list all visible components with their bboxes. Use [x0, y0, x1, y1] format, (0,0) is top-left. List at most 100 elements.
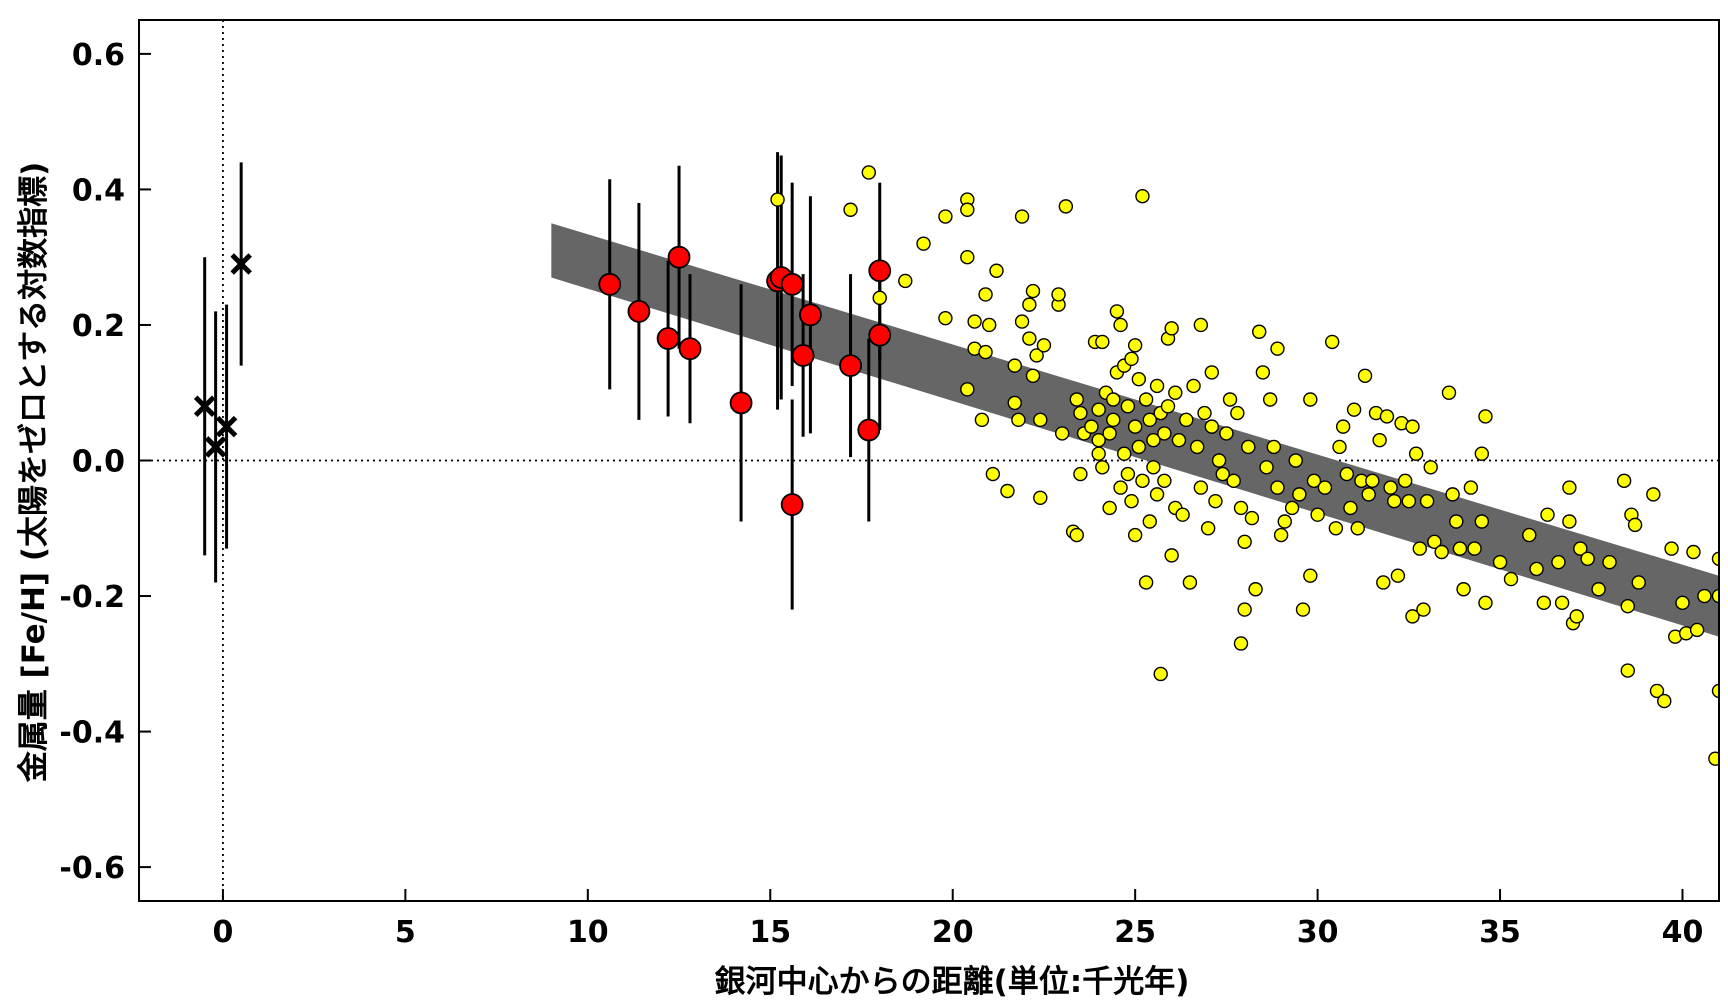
red-data-point	[799, 303, 822, 327]
yellow-data-point	[1277, 514, 1292, 529]
yellow-data-point	[1562, 514, 1577, 529]
yellow-data-point	[1233, 636, 1249, 651]
yellow-data-point	[1102, 426, 1117, 441]
x-tick-label: 15	[749, 915, 791, 950]
yellow-data-point	[1657, 693, 1672, 709]
yellow-data-point	[1127, 419, 1143, 434]
yellow-data-point	[1120, 399, 1136, 414]
red-data-point	[678, 337, 702, 361]
cross-stroke	[230, 253, 252, 275]
yellow-data-point	[1127, 527, 1143, 543]
yellow-data-point	[843, 202, 858, 217]
yellow-data-point	[1135, 188, 1150, 204]
yellow-data-point	[1182, 575, 1198, 590]
yellow-data-point	[1131, 439, 1147, 455]
yellow-data-point	[1292, 487, 1307, 502]
x-tick-label: 25	[1114, 915, 1156, 950]
y-tick-label: -0.4	[59, 716, 125, 751]
y-tick-label: 0.6	[72, 38, 125, 73]
yellow-data-point	[1113, 480, 1128, 495]
yellow-data-point	[1014, 209, 1030, 224]
yellow-data-point	[1241, 439, 1256, 455]
yellow-data-point	[1474, 514, 1490, 529]
yellow-data-point	[1365, 473, 1380, 489]
yellow-data-point	[1058, 199, 1074, 214]
x-tick-label: 40	[1662, 915, 1704, 950]
yellow-data-point	[1011, 412, 1026, 428]
yellow-data-point	[1106, 392, 1121, 407]
yellow-data-point	[1419, 493, 1435, 509]
yellow-data-point	[1142, 412, 1157, 428]
yellow-data-point	[1522, 527, 1537, 543]
x-tick-label: 0	[212, 915, 233, 950]
red-data-point	[839, 354, 862, 378]
x-tick-label: 30	[1297, 915, 1339, 950]
yellow-data-point	[916, 236, 931, 251]
yellow-data-point	[1211, 453, 1227, 468]
yellow-data-point	[1449, 514, 1464, 529]
yellow-data-point	[1157, 426, 1172, 441]
yellow-data-point	[1186, 378, 1201, 394]
yellow-data-point	[1164, 321, 1179, 336]
yellow-data-point	[1248, 582, 1263, 597]
yellow-data-point	[1033, 412, 1048, 428]
yellow-data-point	[1310, 507, 1325, 522]
yellow-data-point	[1200, 521, 1216, 536]
yellow-data-point	[1303, 568, 1318, 583]
cross-marker	[193, 395, 216, 418]
yellow-data-point	[1262, 392, 1278, 407]
yellow-data-point	[1036, 338, 1052, 353]
yellow-data-point	[1350, 521, 1365, 536]
yellow-data-point	[1007, 358, 1022, 373]
yellow-data-point	[1033, 490, 1048, 505]
yellow-data-point	[1233, 500, 1249, 516]
yellow-data-point	[1193, 317, 1209, 333]
yellow-data-point	[1000, 483, 1015, 499]
yellow-data-point	[1387, 493, 1402, 509]
x-axis-label: 銀河中心からの距離(単位:千光年)	[715, 964, 1190, 1000]
yellow-data-point	[1408, 446, 1424, 461]
yellow-data-point	[1335, 419, 1351, 434]
y-tick-label: 0.4	[72, 173, 125, 208]
yellow-data-point	[1339, 466, 1355, 482]
yellow-data-point	[1204, 419, 1219, 434]
x-tick-label: 5	[395, 915, 416, 950]
yellow-data-point	[1616, 473, 1632, 489]
yellow-data-point	[1204, 365, 1219, 380]
yellow-data-point	[1492, 554, 1508, 570]
yellow-data-point	[1113, 317, 1128, 333]
x-tick-label: 35	[1479, 915, 1521, 950]
yellow-data-point	[1252, 324, 1267, 339]
red-data-point	[791, 344, 815, 367]
yellow-data-point	[1445, 487, 1460, 502]
yellow-data-point	[1591, 582, 1606, 597]
yellow-data-point	[978, 287, 993, 302]
yellow-data-point	[1708, 751, 1719, 766]
yellow-data-point	[1379, 409, 1395, 424]
yellow-data-point	[1226, 473, 1241, 489]
red-data-point	[627, 300, 651, 323]
yellow-data-point	[1138, 392, 1154, 407]
yellow-data-point	[1215, 466, 1230, 482]
yellow-data-point	[1208, 493, 1223, 509]
yellow-data-point	[1284, 500, 1300, 516]
yellow-data-point	[967, 314, 982, 329]
yellow-data-point	[1069, 527, 1084, 543]
yellow-data-point	[1171, 432, 1187, 448]
yellow-data-point	[1325, 334, 1340, 350]
y-tick-label: 0.2	[72, 309, 125, 344]
yellow-data-point	[1189, 439, 1205, 455]
yellow-data-point	[1529, 561, 1544, 577]
yellow-data-point	[1711, 683, 1719, 699]
red-data-point	[667, 245, 691, 269]
yellow-data-point	[1237, 602, 1252, 617]
yellow-data-point	[1120, 466, 1136, 482]
yellow-data-point	[1357, 368, 1373, 383]
cross-stroke	[193, 395, 216, 418]
yellow-data-point	[1131, 371, 1147, 387]
yellow-data-point	[1697, 588, 1712, 604]
y-tick-label: -0.6	[59, 851, 125, 886]
yellow-data-point	[1416, 602, 1431, 617]
yellow-data-point	[1135, 473, 1150, 489]
yellow-data-point	[1073, 466, 1088, 482]
